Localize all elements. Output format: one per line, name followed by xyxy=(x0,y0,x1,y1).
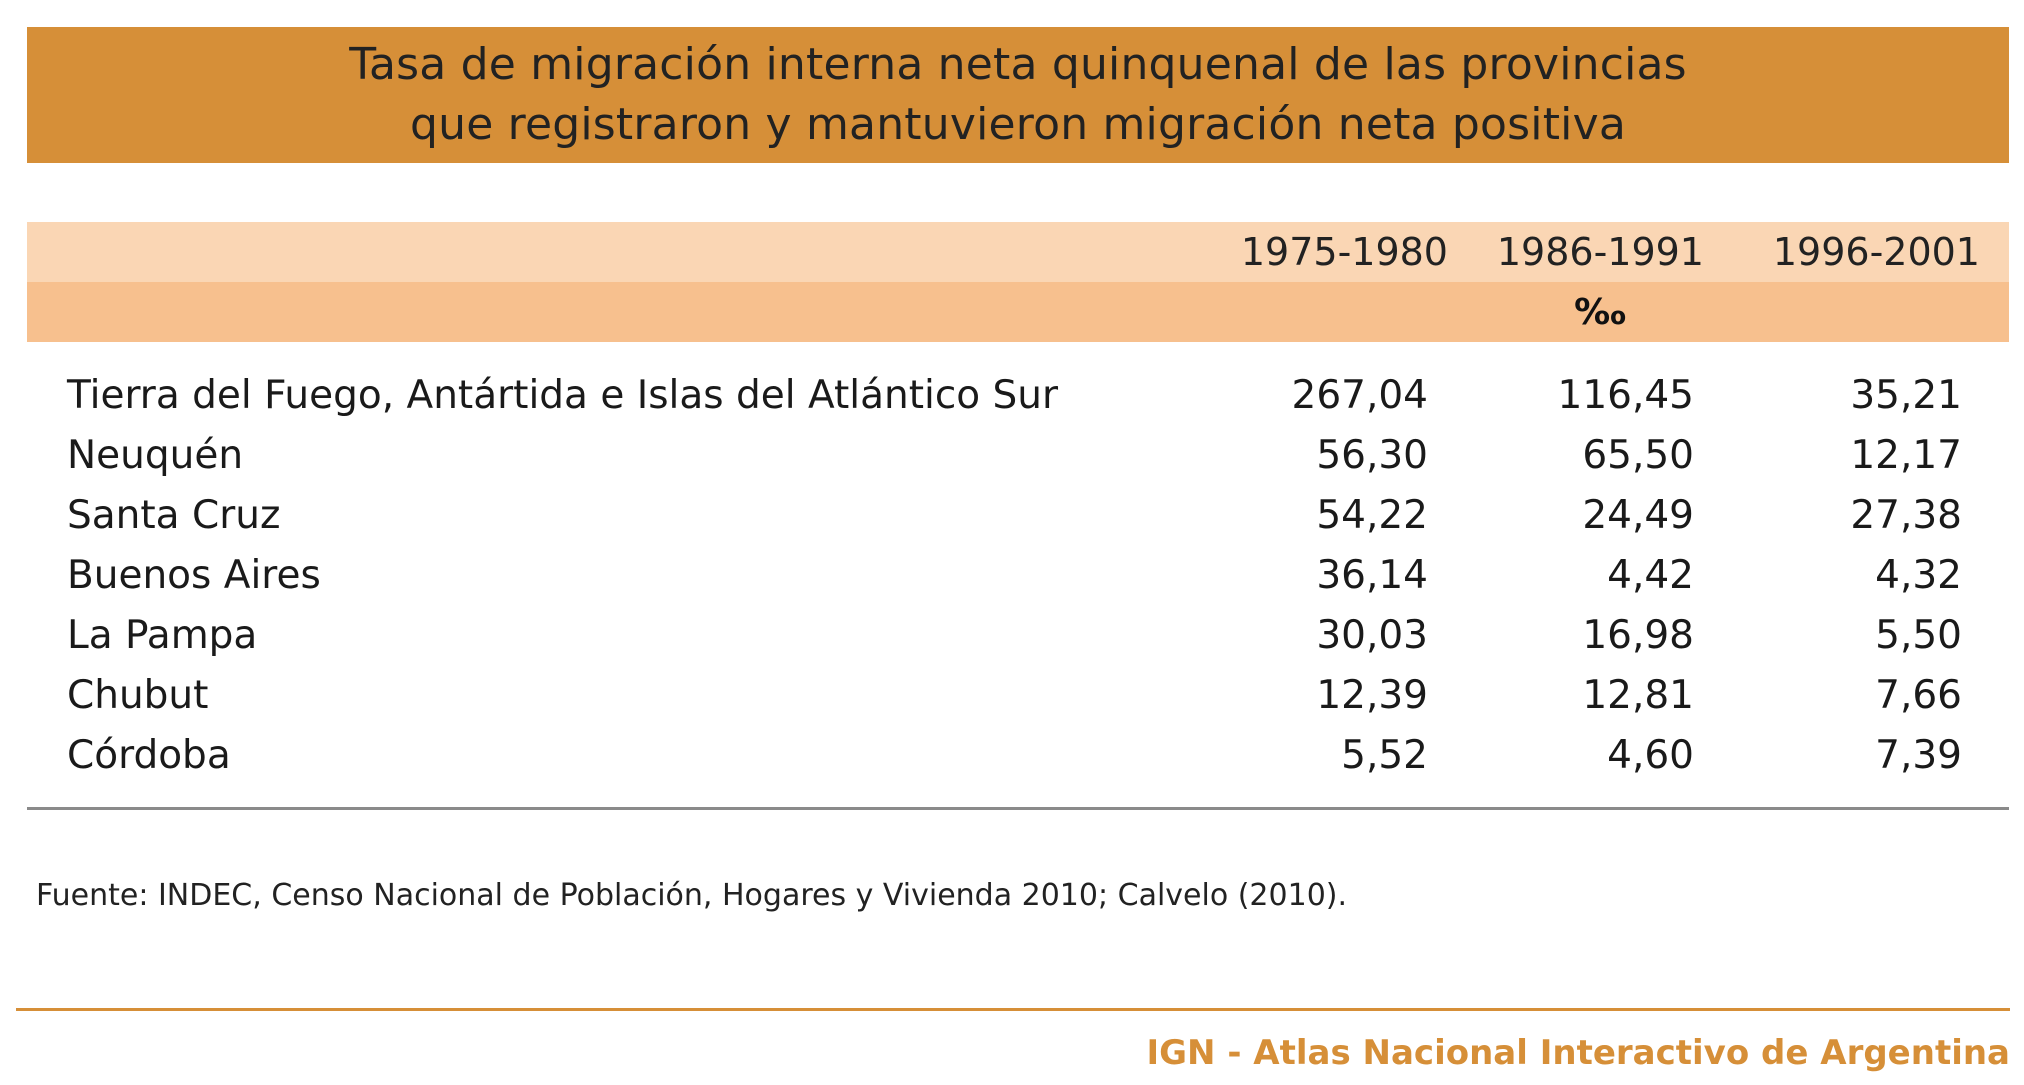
row-label: Neuquén xyxy=(67,433,244,478)
cell-1986-1991: 16,98 xyxy=(1582,613,1694,658)
table-row: Tierra del Fuego, Antártida e Islas del … xyxy=(0,366,2024,426)
table-row: La Pampa 30,03 16,98 5,50 xyxy=(0,606,2024,666)
cell-1975-1980: 5,52 xyxy=(1341,733,1428,778)
row-label: La Pampa xyxy=(67,613,258,658)
cell-1996-2001: 4,32 xyxy=(1875,553,1962,598)
title-line-1: Tasa de migración interna neta quinquena… xyxy=(349,39,1687,90)
column-header-1986-1991: 1986-1991 xyxy=(1496,230,1704,274)
cell-1975-1980: 56,30 xyxy=(1316,433,1428,478)
row-label: Tierra del Fuego, Antártida e Islas del … xyxy=(67,373,1059,418)
cell-1996-2001: 35,21 xyxy=(1850,373,1962,418)
table-row: Neuquén 56,30 65,50 12,17 xyxy=(0,426,2024,486)
column-header-1975-1980: 1975-1980 xyxy=(1240,230,1448,274)
cell-1975-1980: 54,22 xyxy=(1316,493,1428,538)
unit-label: ‰ xyxy=(1574,292,1626,333)
column-header-1996-2001: 1996-2001 xyxy=(1772,230,1980,274)
row-label: Córdoba xyxy=(67,733,231,778)
footer-credit: IGN - Atlas Nacional Interactivo de Arge… xyxy=(1146,1033,2010,1073)
cell-1996-2001: 5,50 xyxy=(1875,613,1962,658)
title-line-2: que registraron y mantuvieron migración … xyxy=(409,99,1626,150)
cell-1996-2001: 27,38 xyxy=(1850,493,1962,538)
cell-1986-1991: 4,60 xyxy=(1607,733,1694,778)
row-label: Chubut xyxy=(67,673,209,718)
cell-1975-1980: 12,39 xyxy=(1316,673,1428,718)
table-bottom-rule xyxy=(27,807,2009,810)
cell-1986-1991: 4,42 xyxy=(1607,553,1694,598)
cell-1975-1980: 30,03 xyxy=(1316,613,1428,658)
table-row: Buenos Aires 36,14 4,42 4,32 xyxy=(0,546,2024,606)
cell-1975-1980: 267,04 xyxy=(1291,373,1428,418)
title-band: Tasa de migración interna neta quinquena… xyxy=(27,27,2009,163)
cell-1986-1991: 116,45 xyxy=(1557,373,1694,418)
column-header-band xyxy=(27,222,2009,282)
cell-1986-1991: 24,49 xyxy=(1582,493,1694,538)
source-note: Fuente: INDEC, Censo Nacional de Poblaci… xyxy=(36,878,1348,913)
table-row: Santa Cruz 54,22 24,49 27,38 xyxy=(0,486,2024,546)
cell-1975-1980: 36,14 xyxy=(1316,553,1428,598)
table-row: Chubut 12,39 12,81 7,66 xyxy=(0,666,2024,726)
cell-1996-2001: 7,66 xyxy=(1875,673,1962,718)
cell-1996-2001: 12,17 xyxy=(1850,433,1962,478)
footer-divider xyxy=(16,1008,2010,1011)
cell-1986-1991: 12,81 xyxy=(1582,673,1694,718)
cell-1996-2001: 7,39 xyxy=(1875,733,1962,778)
row-label: Buenos Aires xyxy=(67,553,321,598)
row-label: Santa Cruz xyxy=(67,493,281,538)
table-row: Córdoba 5,52 4,60 7,39 xyxy=(0,726,2024,786)
cell-1986-1991: 65,50 xyxy=(1582,433,1694,478)
unit-header-band xyxy=(27,282,2009,342)
